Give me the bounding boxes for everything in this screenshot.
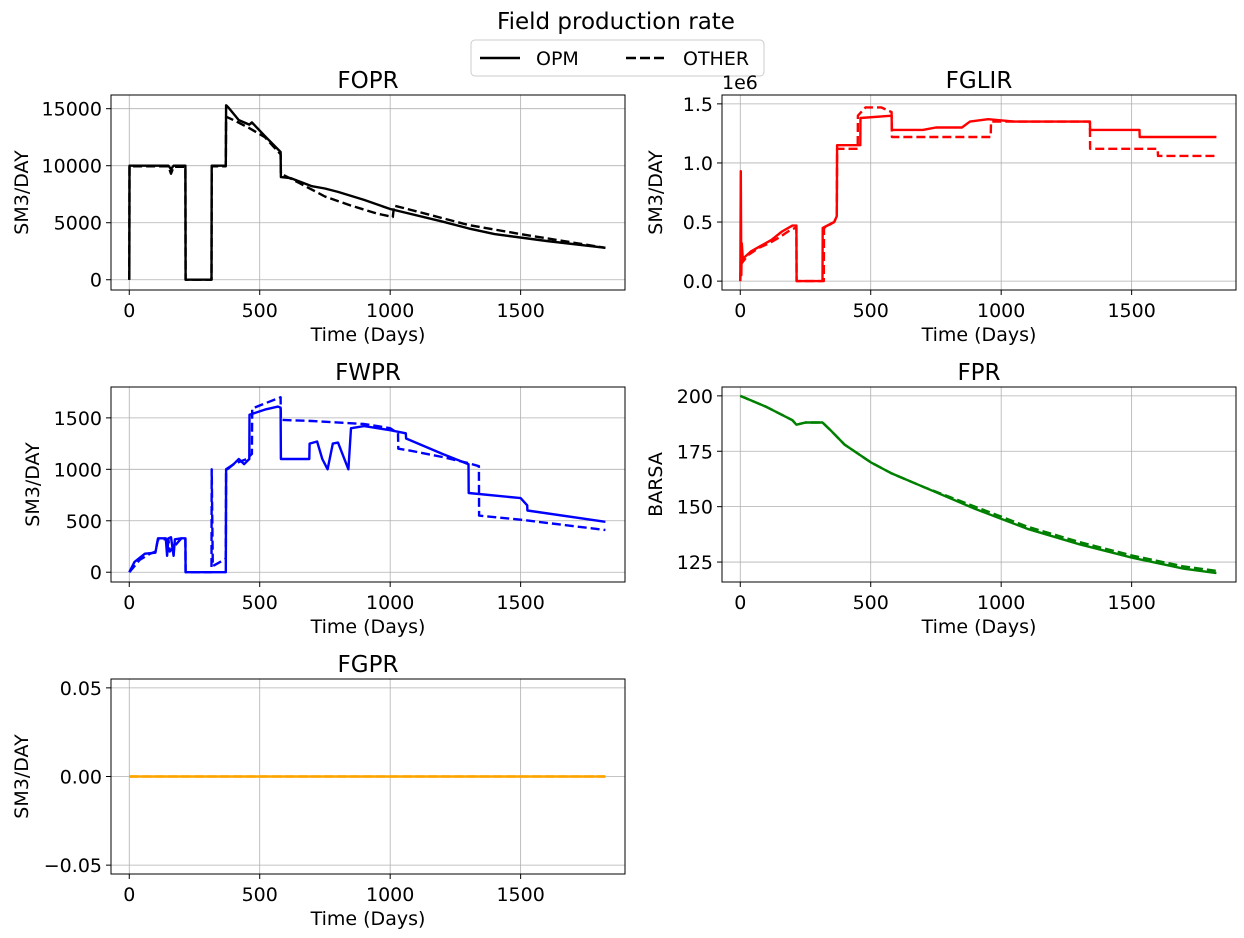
fgpr-xtick-label-2: 1000 [366, 884, 414, 906]
fpr-ytick-label-2: 175 [677, 441, 713, 463]
fglir-xtick-label-0: 0 [734, 300, 746, 322]
fglir-series-opm-line [739, 114, 1217, 283]
fgpr-xtick-label-1: 500 [242, 884, 278, 906]
fwpr-xlabel: Time (Days) [310, 616, 426, 638]
fwpr-xtick-label-1: 500 [242, 592, 278, 614]
fgpr-xtick-label-0: 0 [123, 884, 135, 906]
fpr-ytick-label-3: 200 [677, 386, 713, 408]
fgpr-xtick-label-3: 1500 [496, 884, 544, 906]
fopr-series-other-line [128, 115, 606, 281]
fopr-ytick-label-1: 5000 [54, 213, 102, 235]
fglir-axes: 0 500 1000 1500 0.0 0.5 1.0 1.5 1e6 FGLIR Time (Da… [645, 68, 1237, 346]
fglir-offset-text: 1e6 [722, 72, 758, 94]
fpr-series-opm-line [739, 394, 1217, 575]
fpr-axes: 0 500 1000 1500 125 150 175 200 FPR Time (Days) BA… [645, 360, 1237, 638]
fopr-plot-frame [110, 94, 626, 291]
legend-other-label: OTHER [683, 48, 749, 70]
fpr-ytick-label-1: 150 [677, 497, 713, 519]
fpr-title: FPR [957, 360, 1000, 386]
fopr-ytick-label-0: 0 [90, 270, 102, 292]
fglir-xtick-label-2: 1000 [977, 300, 1025, 322]
legend: OPM OTHER [470, 39, 765, 77]
fwpr-plot-frame [110, 386, 626, 583]
fwpr-series-opm-line [128, 405, 606, 574]
fwpr-xtick-label-0: 0 [123, 592, 135, 614]
fpr-ylabel: BARSA [645, 452, 667, 517]
fgpr-ylabel: SM3/DAY [11, 734, 33, 819]
fglir-ytick-label-1: 0.5 [683, 212, 713, 234]
fpr-series-other-line [739, 394, 1217, 573]
fglir-series-other-line [739, 106, 1217, 283]
fopr-series-opm-line [128, 104, 606, 281]
fpr-xtick-label-0: 0 [734, 592, 746, 614]
fglir-xlabel: Time (Days) [921, 324, 1037, 346]
fgpr-xlabel: Time (Days) [310, 908, 426, 930]
fpr-xtick-label-2: 1000 [977, 592, 1025, 614]
fopr-ytick-label-2: 10000 [42, 156, 102, 178]
fglir-xtick-label-1: 500 [853, 300, 889, 322]
fopr-xtick-label-1: 500 [242, 300, 278, 322]
fopr-xtick-label-0: 0 [123, 300, 135, 322]
fglir-ytick-label-2: 1.0 [683, 153, 713, 175]
fwpr-title: FWPR [335, 360, 401, 386]
fwpr-xtick-label-3: 1500 [496, 592, 544, 614]
fgpr-axes: 0 500 1000 1500 −0.05 0.00 0.05 FGPR Time (Days)… [11, 652, 626, 930]
fwpr-ytick-label-3: 1500 [54, 408, 102, 430]
fglir-plot-frame [721, 94, 1237, 291]
fgpr-title: FGPR [338, 652, 399, 678]
fglir-ytick-label-0: 0.0 [683, 271, 713, 293]
figure-title: Field production rate [497, 9, 735, 35]
fglir-title: FGLIR [946, 68, 1013, 94]
fwpr-series-other-line [128, 396, 606, 574]
fpr-xtick-label-1: 500 [853, 592, 889, 614]
fwpr-axes: 0 500 1000 1500 0 500 1000 1500 FWPR Time (Days) S… [22, 360, 626, 638]
fwpr-ytick-label-1: 500 [66, 511, 102, 533]
fopr-title: FOPR [337, 68, 398, 94]
fopr-xlabel: Time (Days) [310, 324, 426, 346]
legend-frame [470, 39, 765, 77]
fpr-plot-frame [721, 386, 1237, 583]
fopr-xtick-label-2: 1000 [366, 300, 414, 322]
fglir-xtick-label-3: 1500 [1107, 300, 1155, 322]
fopr-ytick-label-3: 15000 [42, 99, 102, 121]
fopr-ylabel: SM3/DAY [11, 150, 33, 235]
fpr-ytick-label-0: 125 [677, 552, 713, 574]
fwpr-ytick-label-2: 1000 [54, 459, 102, 481]
legend-opm-label: OPM [536, 48, 579, 70]
fwpr-ytick-label-0: 0 [90, 562, 102, 584]
fglir-ytick-label-3: 1.5 [683, 94, 713, 116]
fglir-ylabel: SM3/DAY [645, 150, 667, 235]
fwpr-xtick-label-2: 1000 [366, 592, 414, 614]
fpr-xlabel: Time (Days) [921, 616, 1037, 638]
fopr-xtick-label-3: 1500 [496, 300, 544, 322]
fgpr-ytick-label-0: −0.05 [44, 855, 102, 877]
fwpr-ylabel: SM3/DAY [22, 442, 44, 527]
fgpr-ytick-label-1: 0.00 [60, 767, 102, 789]
fgpr-ytick-label-2: 0.05 [60, 678, 102, 700]
fpr-xtick-label-3: 1500 [1107, 592, 1155, 614]
